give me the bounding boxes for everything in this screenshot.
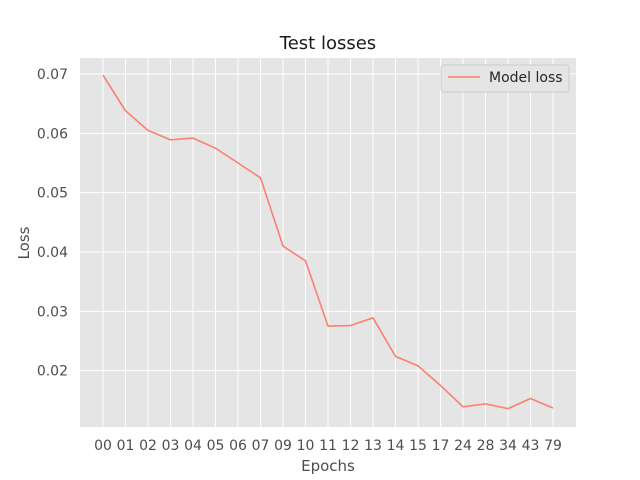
legend-entry-model-loss: Model loss [489,70,563,86]
y-tick-label: 0.07 [37,67,68,83]
x-tick-labels: 00 01 02 03 04 05 06 07 09 10 11 12 13 14 15 17 24 28 34 43… [94,438,562,454]
x-tick-label: 28 [477,438,495,454]
chart-title: Test losses [279,33,376,54]
grid [80,58,576,427]
x-tick-label: 14 [387,438,405,454]
x-axis-label: Epochs [301,457,355,475]
y-tick-label: 0.06 [37,126,68,142]
x-tick-label: 07 [252,438,270,454]
legend-box [440,64,570,93]
x-tick-label: 09 [274,438,292,454]
x-tick-label: 01 [117,438,135,454]
x-tick-label: 05 [207,438,225,454]
x-tick-label: 15 [409,438,427,454]
x-tick-label: 04 [184,438,202,454]
y-axis-label: Loss [15,226,33,259]
x-tick-label: 00 [94,438,112,454]
x-tick-label: 79 [544,438,562,454]
series-line-model-loss [102,74,554,410]
x-tick-label: 11 [319,438,337,454]
x-tick-label: 03 [162,438,180,454]
x-tick-label: 02 [139,438,157,454]
y-tick-label: 0.02 [37,364,68,380]
x-tick-label: 10 [297,438,315,454]
x-tick-label: 17 [432,438,450,454]
x-tick-label: 34 [499,438,517,454]
y-tick-label: 0.04 [37,245,68,261]
y-tick-label: 0.05 [37,186,68,202]
legend: Model loss [440,64,570,93]
x-tick-label: 13 [364,438,382,454]
x-tick-label: 24 [454,438,472,454]
x-tick-label: 06 [229,438,247,454]
y-tick-label: 0.03 [37,304,68,320]
series-layer [102,74,554,410]
x-tick-label: 12 [342,438,360,454]
x-tick-label: 43 [522,438,540,454]
y-tick-labels: 0.02 0.03 0.04 0.05 0.06 0.07 [37,67,68,380]
